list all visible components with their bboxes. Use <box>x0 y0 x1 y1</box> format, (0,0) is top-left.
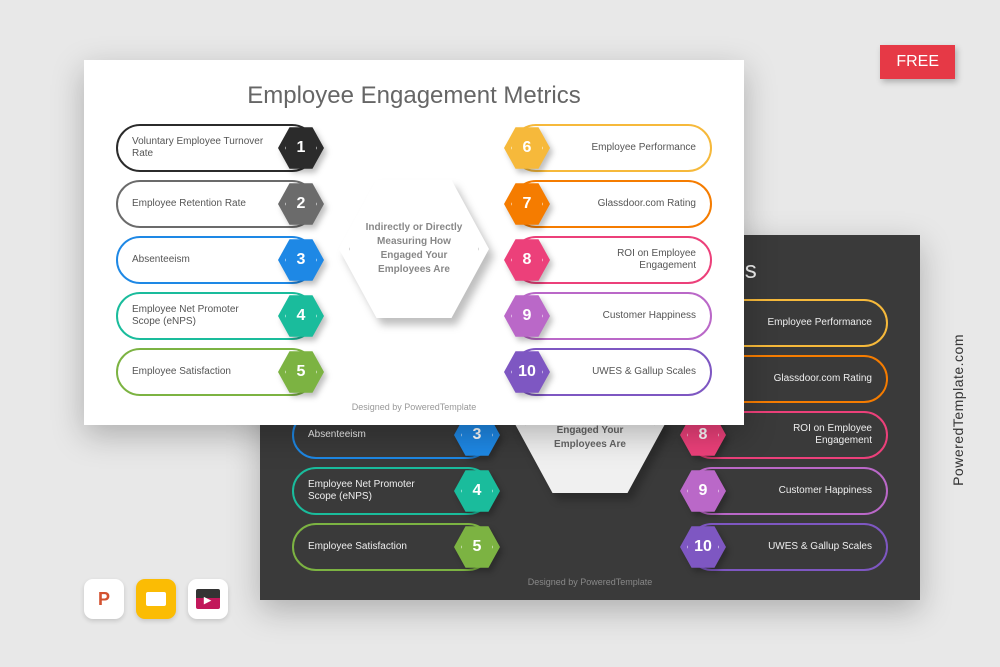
metric-label: Employee Performance <box>768 317 873 329</box>
metric-pill-6: Employee Performance6 <box>512 124 712 172</box>
metric-number: 10 <box>504 349 550 395</box>
metric-hex-1: 1 <box>278 125 324 171</box>
metric-label: Employee Satisfaction <box>308 541 407 553</box>
metric-pill-8: ROI on Employee Engagement8 <box>512 236 712 284</box>
metric-pill-1: Voluntary Employee Turnover Rate1 <box>116 124 316 172</box>
metric-pill-5: Employee Satisfaction5 <box>292 523 492 571</box>
metric-number: 5 <box>278 349 324 395</box>
metric-label: UWES & Gallup Scales <box>768 541 872 553</box>
metric-label: Employee Performance <box>592 142 697 154</box>
metric-hex-5: 5 <box>278 349 324 395</box>
metric-hex-8: 8 <box>504 237 550 283</box>
metric-label: Customer Happiness <box>603 310 696 322</box>
metric-number: 7 <box>504 181 550 227</box>
metric-number: 1 <box>278 125 324 171</box>
metric-hex-2: 2 <box>278 181 324 227</box>
metric-label: ROI on Employee Engagement <box>738 423 872 447</box>
metric-number: 4 <box>278 293 324 339</box>
metric-pill-9: Customer Happiness9 <box>688 467 888 515</box>
metric-label: Glassdoor.com Rating <box>774 373 872 385</box>
metric-label: Employee Net Promoter Scope (eNPS) <box>132 304 266 328</box>
metric-pill-7: Glassdoor.com Rating7 <box>512 180 712 228</box>
metric-pill-5: Employee Satisfaction5 <box>116 348 316 396</box>
metric-label: Voluntary Employee Turnover Rate <box>132 136 266 160</box>
center-hexagon: Indirectly or Directly Measuring How Eng… <box>339 174 489 324</box>
metric-hex-9: 9 <box>504 293 550 339</box>
metric-number: 9 <box>504 293 550 339</box>
metric-hex-3: 3 <box>278 237 324 283</box>
metric-number: 3 <box>278 237 324 283</box>
center-text: Indirectly or Directly Measuring How Eng… <box>361 221 467 277</box>
metric-hex-5: 5 <box>454 524 500 570</box>
metric-label: Employee Retention Rate <box>132 198 246 210</box>
slide-title: Employee Engagement Metrics <box>114 82 714 110</box>
metric-label: Customer Happiness <box>779 485 872 497</box>
metric-label: Absenteeism <box>308 429 366 441</box>
metric-hex-6: 6 <box>504 125 550 171</box>
metric-pill-10: UWES & Gallup Scales10 <box>512 348 712 396</box>
metric-pill-4: Employee Net Promoter Scope (eNPS)4 <box>292 467 492 515</box>
metric-label: UWES & Gallup Scales <box>592 366 696 378</box>
metric-label: Employee Satisfaction <box>132 366 231 378</box>
metric-hex-7: 7 <box>504 181 550 227</box>
metric-number: 8 <box>504 237 550 283</box>
metric-number: 9 <box>680 468 726 514</box>
left-column: Voluntary Employee Turnover Rate1 Employe… <box>116 124 316 396</box>
google-slides-icon <box>136 579 176 619</box>
watermark-text: PoweredTemplate.com <box>950 334 966 486</box>
powerpoint-icon: P <box>84 579 124 619</box>
metric-number: 2 <box>278 181 324 227</box>
free-badge: FREE <box>880 45 955 79</box>
metric-hex-10: 10 <box>504 349 550 395</box>
metric-pill-3: Absenteeism3 <box>116 236 316 284</box>
metric-pill-2: Employee Retention Rate2 <box>116 180 316 228</box>
slide-light-variant: Employee Engagement Metrics Voluntary Em… <box>84 60 744 425</box>
metric-number: 6 <box>504 125 550 171</box>
metric-pill-9: Customer Happiness9 <box>512 292 712 340</box>
slide-footer-dark: Designed by PoweredTemplate <box>290 577 890 587</box>
metric-label: Absenteeism <box>132 254 190 266</box>
metric-hex-4: 4 <box>278 293 324 339</box>
metric-number: 10 <box>680 524 726 570</box>
right-column: Employee Performance6 Glassdoor.com Ratin… <box>512 124 712 396</box>
metric-number: 5 <box>454 524 500 570</box>
metric-pill-10: UWES & Gallup Scales10 <box>688 523 888 571</box>
metric-hex-4: 4 <box>454 468 500 514</box>
slide-footer: Designed by PoweredTemplate <box>114 402 714 412</box>
format-icons: P <box>84 579 228 619</box>
metric-label: Glassdoor.com Rating <box>598 198 696 210</box>
metric-hex-10: 10 <box>680 524 726 570</box>
metric-pill-4: Employee Net Promoter Scope (eNPS)4 <box>116 292 316 340</box>
metric-number: 4 <box>454 468 500 514</box>
final-cut-icon <box>188 579 228 619</box>
center-column: Indirectly or Directly Measuring How Eng… <box>334 124 494 324</box>
metric-label: Employee Net Promoter Scope (eNPS) <box>308 479 442 503</box>
metric-label: ROI on Employee Engagement <box>562 248 696 272</box>
metric-hex-9: 9 <box>680 468 726 514</box>
